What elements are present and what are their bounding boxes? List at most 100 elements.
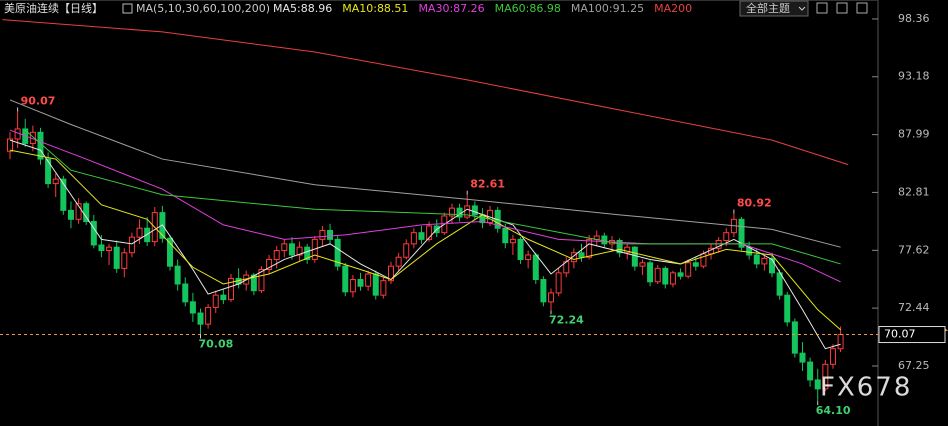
candle-body xyxy=(258,268,265,292)
candle-body xyxy=(769,257,775,274)
candle-body xyxy=(616,239,623,254)
y-tick-label: 93.18 xyxy=(898,70,930,83)
candle-body xyxy=(403,243,410,258)
legend-entry: MA60:86.98 xyxy=(495,2,561,15)
candle-body xyxy=(677,272,684,277)
candle-body xyxy=(342,265,349,293)
y-tick-label: 77.62 xyxy=(898,243,930,256)
theme-button[interactable] xyxy=(739,0,809,17)
candle-body xyxy=(685,262,692,277)
candle-body xyxy=(37,131,44,160)
candle-body xyxy=(654,267,661,283)
candle-body xyxy=(296,246,303,256)
annotation-label: 80.92 xyxy=(737,197,772,210)
candle-body xyxy=(715,239,722,249)
candle-body xyxy=(410,232,417,245)
candle-body xyxy=(266,258,273,270)
candle-body xyxy=(738,218,745,248)
theme-button-label: 全部主题 xyxy=(746,1,790,15)
indicator-icon[interactable] xyxy=(122,3,133,14)
candle-body xyxy=(395,256,402,267)
candle-body xyxy=(128,236,135,254)
candle-body xyxy=(723,232,730,241)
candle-body xyxy=(555,272,562,294)
candle-body xyxy=(174,265,181,285)
candle-body xyxy=(136,227,143,238)
candle-body xyxy=(372,273,379,296)
y-tick-label: 72.44 xyxy=(898,301,930,314)
candle-body xyxy=(791,321,798,354)
candle-body xyxy=(205,306,212,325)
watermark: FX678 xyxy=(820,373,912,403)
candle-body xyxy=(662,267,669,285)
legend-entry: MA30:87.26 xyxy=(418,2,484,15)
candle-body xyxy=(761,257,768,265)
y-tick-label: 67.25 xyxy=(898,359,930,372)
ma-line xyxy=(24,129,841,265)
candle-body xyxy=(227,277,234,301)
candle-body xyxy=(304,246,311,260)
candle-body xyxy=(814,379,821,390)
chart-title: 美原油连续【日线】 xyxy=(4,1,103,15)
candle-body xyxy=(807,361,814,381)
candle-body xyxy=(250,274,257,292)
candle-body xyxy=(90,221,97,246)
y-tick-label: 98.36 xyxy=(898,12,930,25)
candle-body xyxy=(327,229,334,240)
ma-line xyxy=(9,149,841,331)
candle-body xyxy=(273,250,280,260)
candle-body xyxy=(540,279,547,303)
legend-entry: MA5:88.96 xyxy=(273,2,332,15)
candle-body xyxy=(624,246,631,254)
candle-body xyxy=(525,254,532,260)
legend-entry: MA100:91.25 xyxy=(571,2,644,15)
annotation-label: 72.24 xyxy=(549,313,584,326)
candle-body xyxy=(7,138,13,152)
candle-body xyxy=(639,262,646,267)
candle-body xyxy=(121,252,128,269)
candle-body xyxy=(586,238,593,258)
candle-body xyxy=(532,254,539,281)
ma-line xyxy=(2,19,849,166)
icon-button[interactable] xyxy=(856,2,868,14)
candle-body xyxy=(52,178,59,185)
candle-body xyxy=(426,225,433,240)
candle-body xyxy=(288,243,295,256)
candle-body xyxy=(776,272,783,296)
icon-button[interactable] xyxy=(836,2,848,14)
candle-body xyxy=(784,294,791,323)
candle-body xyxy=(509,238,516,244)
legend: MA5:88.96 MA10:88.51 MA30:87.26 MA60:86.98 M… xyxy=(273,2,692,15)
candle-body xyxy=(692,262,699,267)
candle-body xyxy=(113,246,120,269)
candle-body xyxy=(822,363,829,390)
candle-body xyxy=(578,252,585,258)
candle-body xyxy=(837,334,844,350)
dropdown-arrow xyxy=(798,6,806,11)
candle-body xyxy=(67,209,74,220)
candle-body xyxy=(281,243,288,252)
candle-body xyxy=(45,158,52,185)
candle-body xyxy=(60,178,67,211)
candle-body xyxy=(548,292,555,303)
candle-body xyxy=(189,301,196,314)
legend-entry: MA200 xyxy=(654,2,692,15)
last-price-box xyxy=(878,326,946,344)
candle-body xyxy=(357,279,364,287)
ma-line xyxy=(9,99,841,248)
candle-body xyxy=(471,205,478,216)
candle-body xyxy=(98,244,105,252)
annotation-label: 82.61 xyxy=(470,178,505,191)
annotation-label: 90.07 xyxy=(21,94,56,107)
candle-body xyxy=(601,235,608,245)
candle-body xyxy=(212,294,219,308)
candle-body xyxy=(349,279,356,293)
icon-button[interactable] xyxy=(816,2,828,14)
candle-body xyxy=(829,348,836,365)
candle-body xyxy=(75,203,82,220)
candle-body xyxy=(502,227,509,244)
annotation-label: 64.10 xyxy=(816,404,851,417)
candle-body xyxy=(388,265,394,282)
candle-body xyxy=(448,207,455,217)
